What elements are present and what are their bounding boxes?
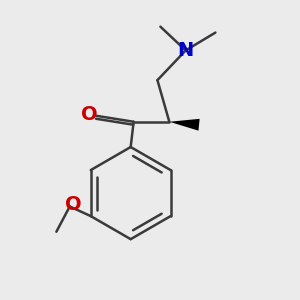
Polygon shape xyxy=(169,119,200,131)
Text: N: N xyxy=(178,41,194,60)
Text: O: O xyxy=(81,105,98,124)
Text: O: O xyxy=(65,196,82,214)
